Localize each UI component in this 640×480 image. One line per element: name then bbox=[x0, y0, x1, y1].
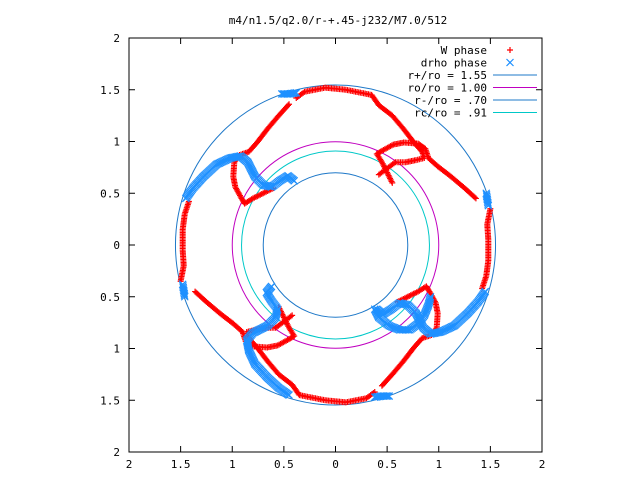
x-tick-label: 2 bbox=[539, 458, 546, 471]
legend-label: r-/ro = .70 bbox=[414, 94, 487, 107]
y-tick-label: 1.5 bbox=[100, 394, 120, 407]
w-phase-point bbox=[389, 179, 396, 186]
drho-phase-point bbox=[372, 393, 381, 401]
drho-phase-point bbox=[483, 198, 492, 207]
drho-phase-point bbox=[292, 88, 301, 97]
reference-circles bbox=[174, 84, 497, 406]
x-tick-label: 1 bbox=[435, 458, 442, 471]
drho-phase-point bbox=[179, 283, 188, 292]
series-1 bbox=[178, 88, 493, 402]
w-phase-point bbox=[377, 170, 384, 177]
legend-label: rc/ro = .91 bbox=[414, 107, 487, 120]
y-tick-label: 0.5 bbox=[100, 187, 120, 200]
data-markers bbox=[177, 84, 494, 406]
drho-phase-point bbox=[370, 393, 379, 402]
w-phase-point bbox=[300, 89, 307, 96]
chart-title: m4/n1.5/q2.0/r-+.45-j232/M7.0/512 bbox=[229, 14, 448, 27]
drho-phase-point bbox=[290, 176, 299, 185]
legend-label: r+/ro = 1.55 bbox=[408, 69, 487, 82]
drho-phase-point bbox=[373, 392, 382, 401]
x-tick-label: 1.5 bbox=[480, 458, 500, 471]
ref-circle-2 bbox=[262, 172, 409, 318]
x-tick-label: 1.5 bbox=[171, 458, 191, 471]
legend-label: drho phase bbox=[421, 57, 487, 70]
y-tick-label: 0.5 bbox=[100, 291, 120, 304]
y-tick-label: 0 bbox=[113, 239, 120, 252]
ref-circle-1 bbox=[231, 141, 440, 349]
drho-phase-point bbox=[425, 295, 434, 304]
drho-phase-point bbox=[404, 325, 413, 334]
x-tick-label: 2 bbox=[126, 458, 133, 471]
drho-phase-point bbox=[178, 280, 187, 289]
w-phase-point bbox=[289, 312, 296, 319]
legend-swatch bbox=[507, 47, 513, 53]
drho-phase-point bbox=[289, 89, 298, 98]
w-phase-point bbox=[287, 313, 294, 320]
y-tick-label: 1 bbox=[113, 343, 120, 356]
drho-phase-point bbox=[484, 201, 493, 210]
drho-phase-point bbox=[426, 294, 435, 303]
x-tick-label: 1 bbox=[229, 458, 236, 471]
series-0 bbox=[177, 84, 494, 406]
ref-circle-0 bbox=[174, 84, 497, 406]
axis-ticks: 2 1.5 1 0.5 0 0.5 1 1.5 221.510.500.511.52 bbox=[100, 32, 545, 471]
y-tick-label: 1.5 bbox=[100, 84, 120, 97]
y-tick-label: 2 bbox=[113, 32, 120, 45]
w-phase-point bbox=[364, 394, 371, 401]
x-tick-label: 0.5 bbox=[377, 458, 397, 471]
y-tick-label: 2 bbox=[113, 446, 120, 459]
drho-phase-point bbox=[179, 281, 187, 290]
drho-phase-point bbox=[290, 89, 299, 97]
y-tick-label: 1 bbox=[113, 136, 120, 149]
legend-swatch bbox=[506, 58, 514, 67]
ref-circle-3 bbox=[241, 150, 430, 340]
legend-label: ro/ro = 1.00 bbox=[408, 82, 487, 95]
w-phase-point bbox=[375, 171, 382, 178]
drho-phase-point bbox=[267, 282, 276, 291]
x-tick-label: 0.5 bbox=[274, 458, 294, 471]
drho-phase-point bbox=[484, 200, 492, 209]
drho-phase-point bbox=[426, 292, 435, 301]
legend-label: W phase bbox=[441, 44, 487, 57]
x-tick-label: 0 bbox=[332, 458, 339, 471]
